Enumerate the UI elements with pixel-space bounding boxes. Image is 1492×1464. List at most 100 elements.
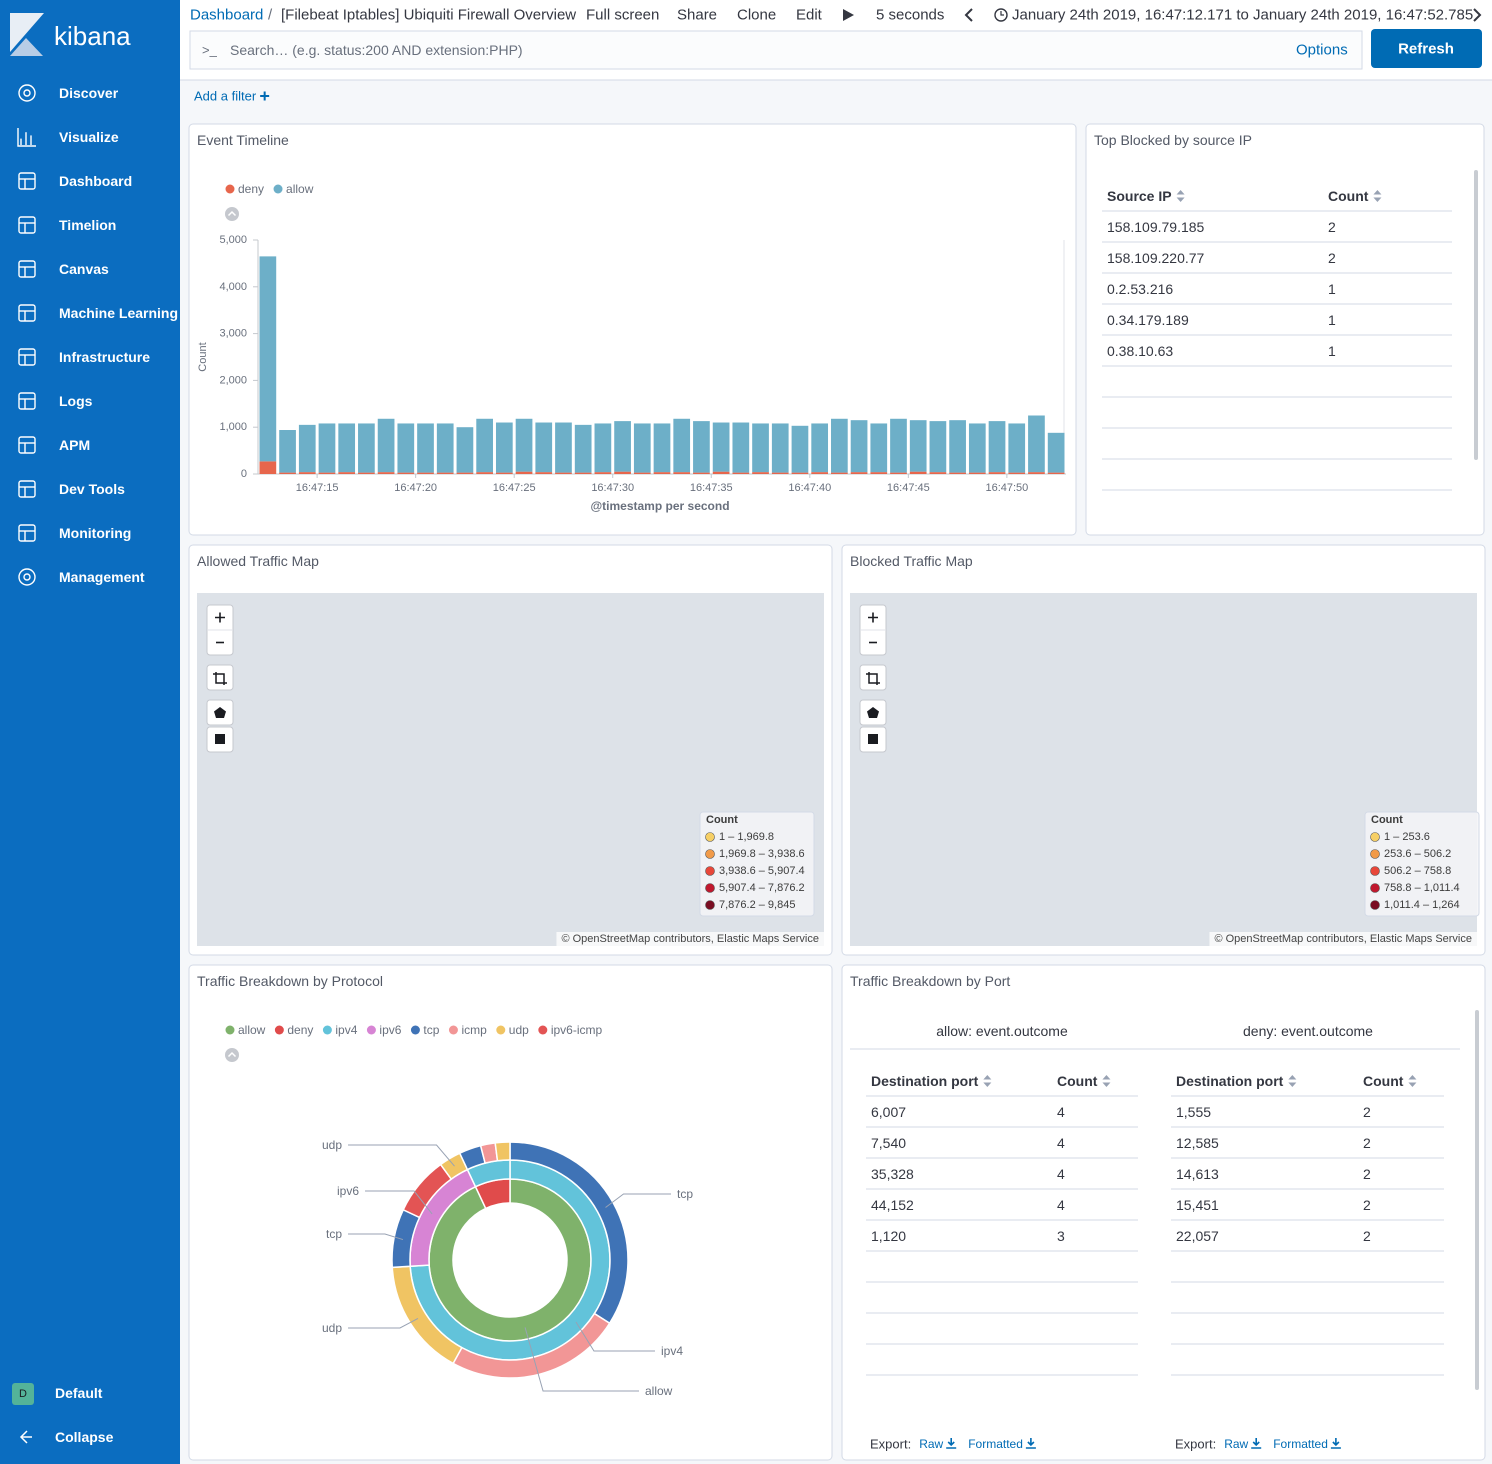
- nav-item[interactable]: Timelion: [59, 217, 116, 233]
- column-header[interactable]: Count: [1363, 1073, 1404, 1089]
- bar-segment: [1047, 472, 1065, 474]
- fit-bounds-button[interactable]: [859, 664, 887, 691]
- add-filter[interactable]: Add a filter: [194, 89, 257, 104]
- nav-item[interactable]: Infrastructure: [59, 349, 150, 365]
- map-legend-dot: [1370, 900, 1380, 910]
- nav-icon: [18, 436, 36, 454]
- nav-item[interactable]: Visualize: [59, 129, 119, 145]
- table-cell: 35,328: [871, 1166, 914, 1182]
- refresh-interval[interactable]: 5 seconds: [876, 7, 944, 24]
- legend-label[interactable]: deny: [238, 182, 264, 196]
- column-header[interactable]: Destination port: [871, 1073, 979, 1089]
- table-cell: 22,057: [1176, 1228, 1219, 1244]
- column-header[interactable]: Count: [1328, 188, 1369, 204]
- map-attribution[interactable]: © OpenStreetMap contributors, Elastic Ma…: [561, 933, 819, 945]
- header-action[interactable]: Share: [677, 7, 717, 24]
- header-action[interactable]: Full screen: [586, 7, 659, 24]
- bar-segment: [377, 472, 395, 474]
- map-legend-dot: [1370, 849, 1380, 859]
- fit-bounds-button[interactable]: [206, 664, 234, 691]
- space-name[interactable]: Default: [55, 1385, 103, 1401]
- bar-segment: [535, 472, 553, 474]
- nav-icon: [18, 260, 36, 278]
- map-attribution[interactable]: © OpenStreetMap contributors, Elastic Ma…: [1214, 933, 1472, 945]
- download-icon: [1330, 1438, 1341, 1449]
- options-button[interactable]: Options: [1296, 42, 1348, 59]
- table-cell: 0.34.179.189: [1107, 312, 1189, 328]
- time-next[interactable]: [1473, 8, 1482, 22]
- table-cell: 4: [1057, 1104, 1065, 1120]
- table-cell: 158.109.79.185: [1107, 219, 1205, 235]
- refresh-button[interactable]: [1371, 29, 1482, 68]
- nav-item[interactable]: Dashboard: [59, 173, 132, 189]
- bar-segment: [279, 472, 296, 474]
- bar-segment: [1008, 423, 1026, 473]
- table-cell: 44,152: [871, 1197, 914, 1213]
- time-range[interactable]: January 24th 2019, 16:47:12.171 to Janua…: [1012, 7, 1473, 24]
- nav-item[interactable]: Logs: [59, 393, 93, 409]
- icon-shape: [18, 524, 36, 542]
- bar-segment: [614, 421, 631, 472]
- legend-toggle-chevron: [227, 1051, 237, 1058]
- column-header[interactable]: Destination port: [1176, 1073, 1284, 1089]
- export-link[interactable]: Raw: [1224, 1437, 1248, 1451]
- legend-toggle[interactable]: [225, 207, 239, 221]
- time-prev[interactable]: [964, 8, 973, 22]
- breadcrumb-root[interactable]: Dashboard: [190, 7, 263, 24]
- bar-segment: [909, 420, 927, 472]
- export-link[interactable]: Formatted: [968, 1437, 1023, 1451]
- legend-label[interactable]: allow: [238, 1023, 266, 1037]
- nav-item[interactable]: Canvas: [59, 261, 109, 277]
- play-button[interactable]: [843, 9, 854, 21]
- legend-dot: [273, 184, 283, 194]
- search-box[interactable]: [189, 30, 1363, 70]
- callout-label: tcp: [326, 1227, 342, 1241]
- breadcrumb-current: [Filebeat Iptables] Ubiquiti Firewall Ov…: [281, 7, 576, 24]
- bar-segment: [1028, 472, 1045, 474]
- map-legend: [1364, 811, 1480, 917]
- legend-label[interactable]: ipv6-icmp: [551, 1023, 603, 1037]
- header-action[interactable]: Clone: [737, 7, 776, 24]
- panel-title: Traffic Breakdown by Port: [850, 973, 1010, 989]
- header-action[interactable]: Edit: [796, 7, 823, 24]
- x-tick-label: 16:47:30: [591, 482, 634, 494]
- legend-label[interactable]: allow: [286, 182, 314, 196]
- y-axis-label: Count: [197, 342, 209, 371]
- bar-segment: [850, 420, 868, 473]
- legend-label[interactable]: tcp: [423, 1023, 439, 1037]
- sunburst-segment[interactable]: [494, 1141, 511, 1162]
- bar-segment: [712, 471, 730, 474]
- legend-label[interactable]: ipv6: [379, 1023, 401, 1037]
- column-header[interactable]: Source IP: [1107, 188, 1172, 204]
- column-header[interactable]: Count: [1057, 1073, 1098, 1089]
- bar-segment: [732, 422, 750, 473]
- panel: [1085, 123, 1485, 536]
- collapse[interactable]: Collapse: [55, 1429, 114, 1445]
- legend-label[interactable]: ipv4: [335, 1023, 357, 1037]
- map-legend-dot: [705, 866, 715, 876]
- legend-toggle[interactable]: [225, 1048, 239, 1062]
- legend-label[interactable]: icmp: [461, 1023, 487, 1037]
- scrollbar: [1475, 1010, 1479, 1390]
- draw-rectangle-icon: [868, 734, 878, 744]
- export-link[interactable]: Formatted: [1273, 1437, 1328, 1451]
- nav-item[interactable]: Management: [59, 569, 145, 585]
- table-cell: 1,120: [871, 1228, 906, 1244]
- nav-item[interactable]: Machine Learning: [59, 305, 178, 321]
- nav-item[interactable]: Dev Tools: [59, 481, 125, 497]
- table-cell: 1: [1328, 343, 1336, 359]
- table-cell: 14,613: [1176, 1166, 1219, 1182]
- nav-item[interactable]: Discover: [59, 85, 119, 101]
- map-legend-label: 1 – 1,969.8: [719, 831, 774, 843]
- bar-segment: [318, 423, 336, 473]
- panel-title: Traffic Breakdown by Protocol: [197, 973, 383, 989]
- legend-dot: [448, 1025, 458, 1035]
- export-link[interactable]: Raw: [919, 1437, 943, 1451]
- legend-label[interactable]: udp: [509, 1023, 529, 1037]
- bar-segment: [555, 422, 572, 473]
- callout-label: udp: [322, 1138, 342, 1152]
- bar-segment: [417, 472, 434, 474]
- legend-label[interactable]: deny: [287, 1023, 313, 1037]
- nav-item[interactable]: APM: [59, 437, 90, 453]
- nav-item[interactable]: Monitoring: [59, 525, 131, 541]
